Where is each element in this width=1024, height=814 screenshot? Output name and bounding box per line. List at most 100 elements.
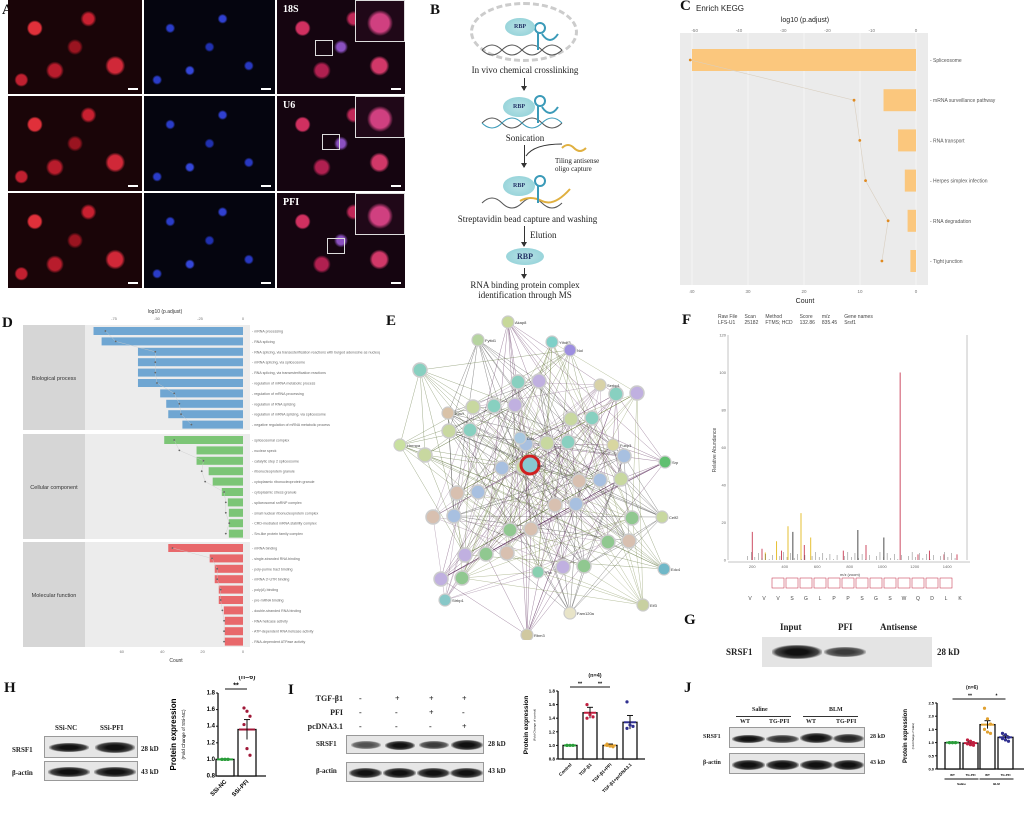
network-node	[600, 534, 616, 550]
tick-label: 0.8	[207, 774, 216, 780]
network-edge	[537, 392, 638, 573]
category-label: - spliceosomal complex	[252, 439, 290, 443]
network-edge	[530, 393, 617, 530]
network-edge	[432, 516, 564, 568]
log-padj-point	[178, 402, 181, 405]
group-underline	[736, 716, 791, 717]
western-blot-srsf1	[346, 735, 484, 754]
category-label: - mRNA 3'-UTR binding	[252, 578, 289, 582]
log-padj-point	[223, 491, 225, 493]
log-padj-point	[223, 640, 225, 643]
bar	[898, 129, 916, 152]
sequence-residue: V	[748, 596, 752, 602]
network-edge	[456, 437, 521, 494]
network-edge	[507, 321, 528, 636]
data-point	[571, 743, 575, 747]
network-edge	[501, 341, 553, 469]
bar	[209, 554, 243, 563]
data-point	[982, 727, 987, 731]
curved-arrow-icon	[525, 143, 563, 157]
network-edge	[526, 418, 572, 636]
rbp-icon: RBP	[503, 97, 535, 117]
tick-label: 1.6	[207, 707, 216, 713]
data-point	[588, 713, 592, 717]
log-padj-point	[688, 58, 692, 62]
sequence-residue: V	[776, 596, 780, 602]
network-edge	[562, 541, 609, 568]
category-label: - spliceosomal snRNP complex	[252, 501, 302, 505]
ms-header-key: Scan	[744, 314, 756, 320]
network-node	[417, 447, 433, 463]
microscopy-image: 18S	[277, 0, 405, 94]
data-point	[585, 703, 589, 707]
blot-band	[772, 645, 822, 659]
network-edge	[501, 467, 539, 573]
panel-label-d: D	[2, 315, 13, 331]
log-padj-point	[223, 619, 225, 622]
lane-label: TG-PFI	[836, 719, 857, 725]
category-label: SSi-NC	[210, 779, 229, 798]
bar	[218, 596, 243, 604]
y-ion-box	[897, 577, 911, 589]
treatment-sign: -	[359, 694, 362, 703]
network-edge	[461, 517, 633, 579]
network-edge	[419, 369, 601, 481]
kegg-enrichment-chart: Enrich KEGG log10 (p.adjust) -50 -40 -30 -20 -…	[680, 4, 996, 305]
bar	[910, 250, 916, 272]
network-node	[441, 406, 455, 420]
category-label: - poly-purine tract binding	[252, 567, 293, 571]
tick-label: -30	[780, 28, 787, 33]
treatment-sign: -	[359, 722, 362, 731]
bar	[224, 616, 243, 625]
network-node	[539, 435, 555, 451]
network-node	[507, 397, 523, 413]
network-edge	[424, 454, 601, 481]
network-edge	[447, 412, 571, 614]
network-node	[470, 484, 486, 500]
bar	[692, 49, 916, 71]
data-point	[611, 745, 615, 749]
sequence-residue: Q	[916, 596, 920, 602]
tick-label: 1.4	[549, 716, 556, 721]
network-edge	[538, 380, 585, 567]
category-label: - ATP-dependent RNA helicase activity	[252, 630, 314, 634]
category-label: TG-PFI	[1001, 773, 1011, 777]
network-edge	[440, 443, 527, 580]
node-label: Akap8	[515, 320, 527, 325]
tick-label: -50	[691, 28, 698, 33]
network-edge	[477, 339, 540, 382]
group-strip	[23, 434, 85, 539]
rna-dna-icon	[481, 175, 571, 209]
network-edge	[569, 349, 665, 570]
log-padj-point	[104, 330, 107, 332]
group-label: Molecular function	[32, 593, 77, 599]
significance-label: *	[996, 694, 998, 700]
ms-header-field: m/z 835.45	[822, 314, 837, 326]
ms-header-value: LFS-U1	[718, 320, 736, 326]
data-point	[591, 715, 595, 719]
kd-label: 28 kD	[870, 734, 886, 740]
western-blot-srsf1	[44, 736, 138, 758]
bar	[227, 498, 243, 507]
network-edge	[424, 454, 466, 556]
network-node	[412, 362, 428, 378]
log-padj-point	[216, 567, 219, 570]
bar	[962, 742, 979, 770]
tick-label: 1000	[878, 564, 888, 569]
ms-header-value: 25182	[744, 320, 759, 326]
scale-bar	[128, 282, 138, 284]
category-label: TGF-β1	[578, 762, 593, 777]
network-edge	[477, 339, 663, 518]
bar	[215, 758, 235, 777]
oligo-icon	[561, 144, 587, 152]
bar	[228, 529, 243, 538]
category-label: - Spliceosome	[930, 58, 962, 64]
data-point	[242, 706, 246, 710]
log-padj-point	[154, 350, 157, 353]
tick-label: 40	[722, 483, 727, 488]
bar-chart-j: (n=6) 0.0 0.5 1.0 1.5 2.0 2.5 Protein expressio…	[903, 685, 1024, 786]
bar	[228, 519, 243, 528]
log-padj-point	[190, 423, 193, 426]
network-edge	[620, 461, 666, 480]
network-edge	[453, 515, 585, 567]
